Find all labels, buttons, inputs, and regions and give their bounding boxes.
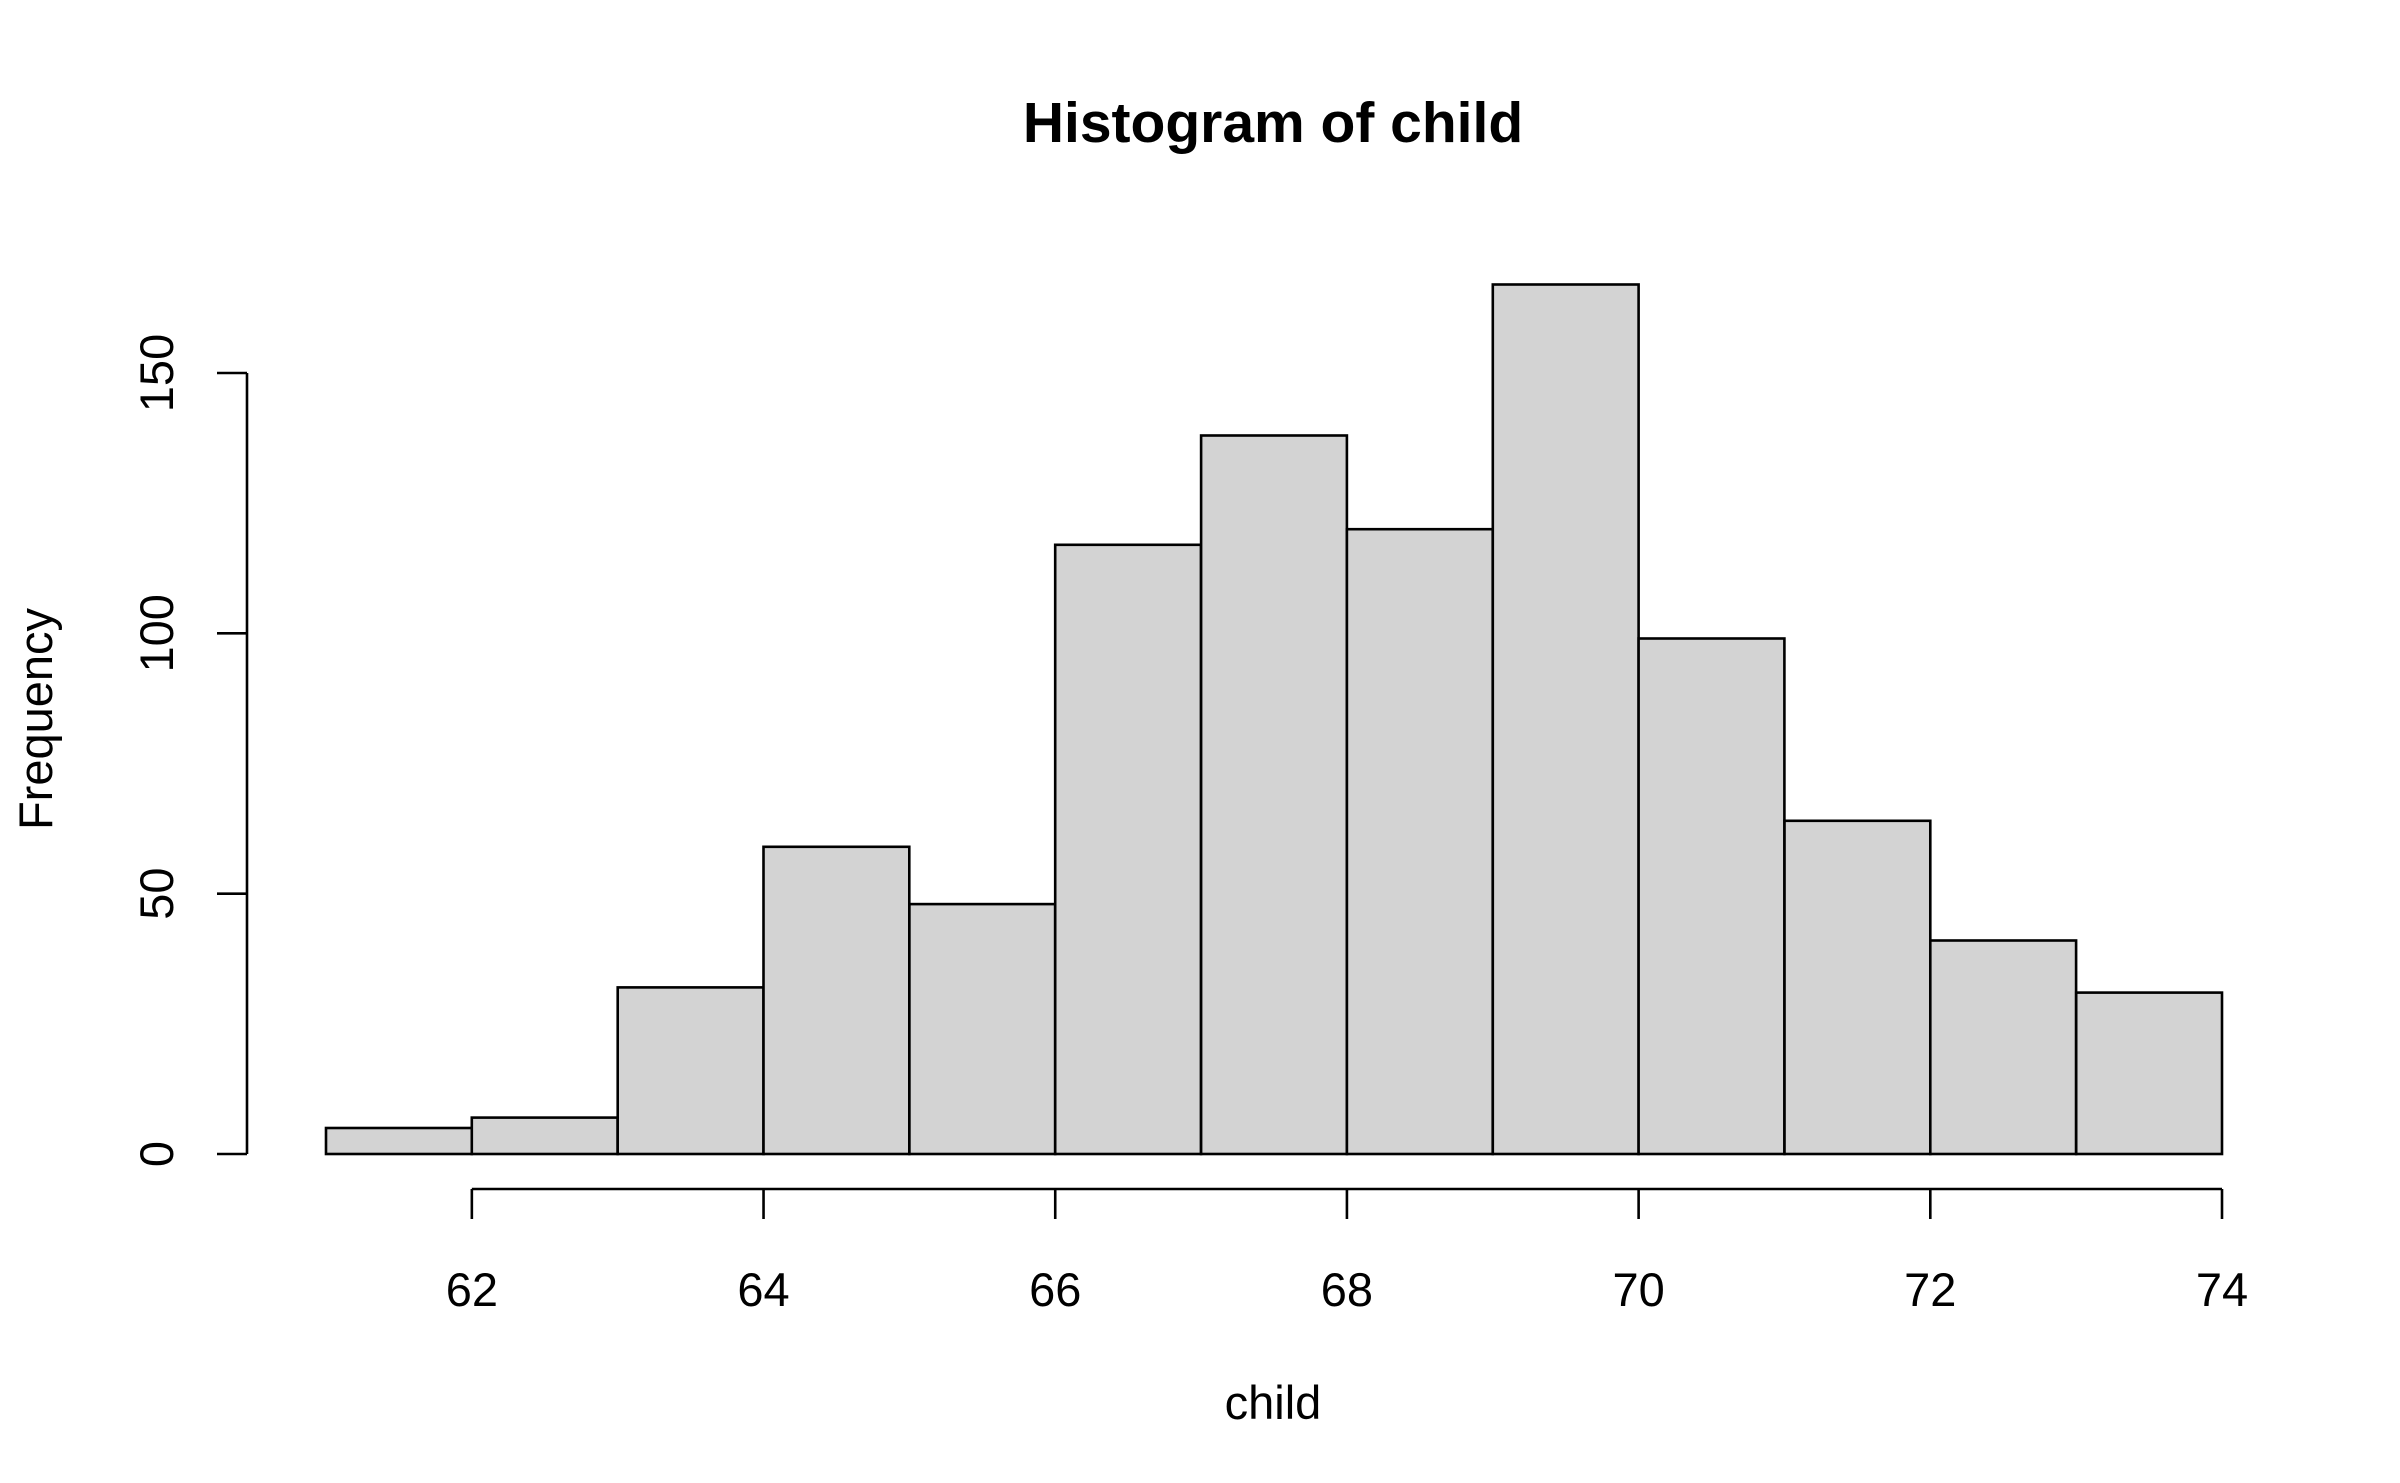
histogram-bar-67-68 [1199, 434, 1349, 1156]
chart-title: Histogram of child [1023, 91, 1523, 155]
bars-group [324, 283, 2224, 1156]
y-axis-label: Frequency [9, 607, 62, 830]
histogram-bar-68-69 [1345, 527, 1495, 1156]
histogram-bar-71-72 [1783, 819, 1932, 1156]
histogram-bar-73-74 [2074, 991, 2224, 1156]
histogram-bar-70-71 [1637, 637, 1786, 1156]
x-tick-label-70: 70 [1612, 1263, 1664, 1316]
x-tick-label-72: 72 [1904, 1263, 1956, 1316]
histogram-bar-72-73 [1929, 939, 2078, 1156]
x-tick-label-74: 74 [2196, 1263, 2248, 1316]
y-tick-label-50: 50 [130, 868, 183, 920]
histogram-bar-69-70 [1491, 283, 1640, 1156]
y-tick-label-100: 100 [130, 594, 183, 672]
x-tick-label-68: 68 [1321, 1263, 1373, 1316]
histogram-bar-66-67 [1053, 543, 1203, 1156]
x-tick-label-66: 66 [1029, 1263, 1081, 1316]
x-axis: 62 64 66 68 70 72 74 [446, 1187, 2248, 1316]
x-tick-label-64: 64 [737, 1263, 789, 1316]
histogram-bar-63-64 [616, 986, 765, 1156]
histogram-bar-65-66 [908, 902, 1057, 1156]
histogram-bar-64-65 [762, 845, 911, 1156]
x-tick-label-62: 62 [446, 1263, 498, 1316]
y-tick-label-150: 150 [130, 334, 183, 412]
y-tick-label-0: 0 [130, 1141, 183, 1167]
y-axis: 0 50 100 150 [130, 334, 249, 1167]
histogram-bar-62-63 [470, 1116, 619, 1156]
x-axis-label: child [1225, 1376, 1322, 1429]
histogram-bar-61-62 [324, 1126, 474, 1156]
